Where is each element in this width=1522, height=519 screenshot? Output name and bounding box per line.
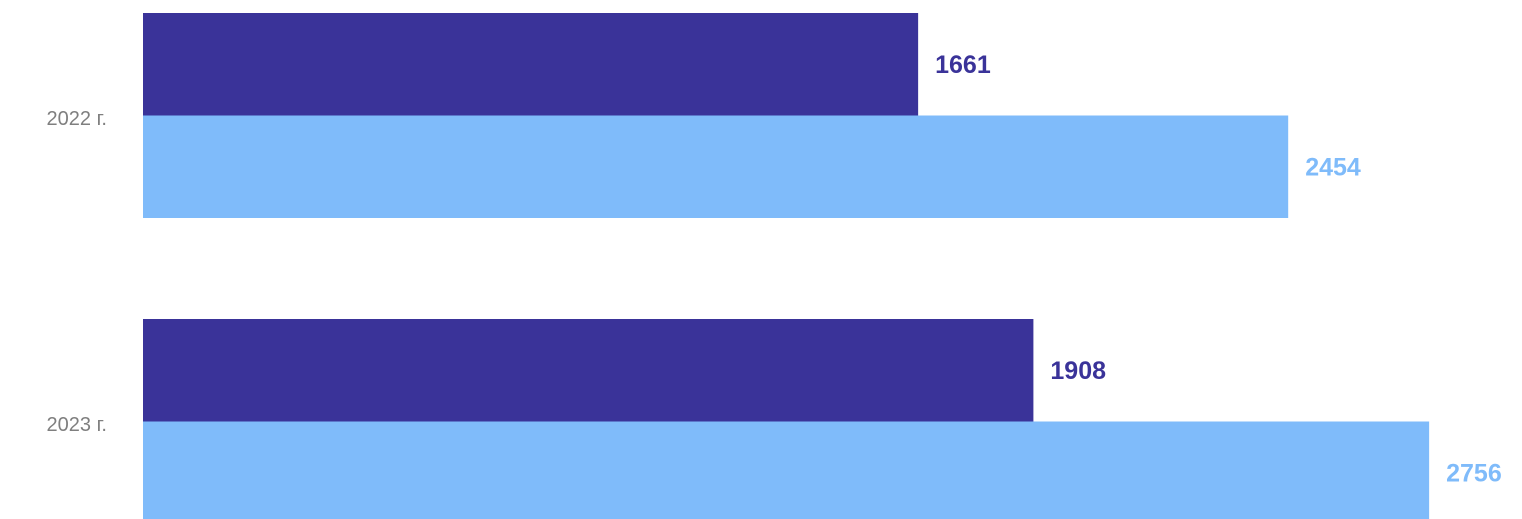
category-label: 2022 г. xyxy=(47,108,107,130)
category-label: 2023 г. xyxy=(47,414,107,436)
bar xyxy=(143,421,1430,519)
value-label: 1908 xyxy=(1050,357,1106,385)
value-label: 1661 xyxy=(935,51,991,79)
bar xyxy=(143,115,1289,218)
bar xyxy=(143,319,1034,422)
bar xyxy=(143,13,919,116)
value-label: 2756 xyxy=(1446,459,1502,487)
value-label: 2454 xyxy=(1305,153,1361,181)
